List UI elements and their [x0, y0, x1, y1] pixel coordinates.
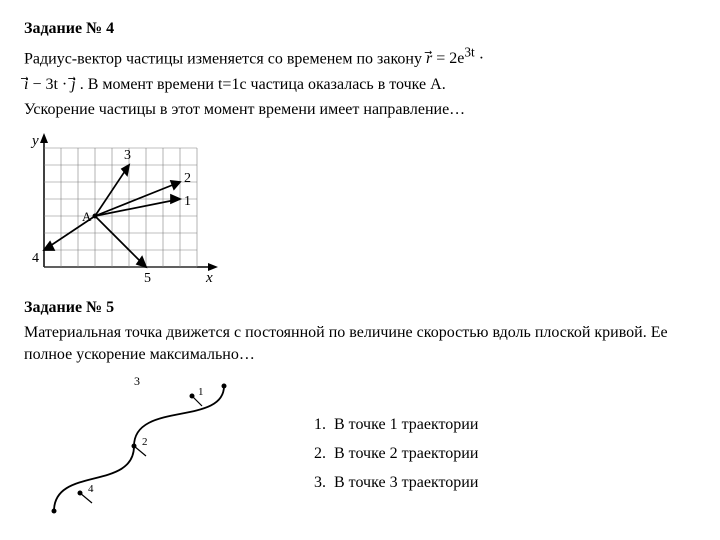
- option-1-text: В точке 1 траектории: [334, 416, 478, 433]
- task5-options: 1. В точке 1 траектории 2. В точке 2 тра…: [314, 411, 696, 497]
- task4-intro: Радиус-вектор частицы изменяется со врем…: [24, 50, 426, 67]
- task4-formula1: r⃗ = 2e3t ·: [426, 50, 484, 67]
- task4-formula2: i⃗ − 3t · j⃗: [24, 76, 80, 93]
- arrow-label-5: 5: [144, 271, 151, 286]
- task4-line1: Радиус-вектор частицы изменяется со врем…: [24, 44, 696, 70]
- task4-line3: Ускорение частицы в этот момент времени …: [24, 99, 696, 121]
- option-3: 3. В точке 3 траектории: [314, 469, 696, 498]
- point-1-label: 1: [198, 386, 204, 398]
- curve-top-label: 3: [134, 374, 140, 388]
- option-2-text: В точке 2 траектории: [334, 445, 478, 462]
- task4-line2-post: . В момент времени t=1с частица оказалас…: [80, 76, 446, 93]
- option-3-text: В точке 3 траектории: [334, 474, 478, 491]
- point-2-label: 2: [142, 436, 148, 448]
- axis-x-label: x: [205, 270, 213, 286]
- point-4-label: 4: [88, 483, 94, 495]
- task4-title: Задание № 4: [24, 18, 696, 40]
- arrow-label-1: 1: [184, 194, 191, 209]
- task4-diagram-svg: y x A: [24, 127, 224, 287]
- option-2: 2. В точке 2 траектории: [314, 440, 696, 469]
- arrow-label-4: 4: [32, 251, 39, 266]
- option-1: 1. В точке 1 траектории: [314, 411, 696, 440]
- task5-text: Материальная точка движется с постоянной…: [24, 322, 696, 365]
- axis-y-label: y: [30, 133, 39, 149]
- task4-line2: i⃗ − 3t · j⃗ . В момент времени t=1с час…: [24, 74, 696, 96]
- task4-figure: y x A: [24, 127, 696, 287]
- arrow-label-3: 3: [124, 148, 131, 163]
- task5-title: Задание № 5: [24, 297, 696, 319]
- arrow-label-2: 2: [184, 171, 191, 186]
- task5-curve-svg: 3 1 2 4: [24, 371, 264, 531]
